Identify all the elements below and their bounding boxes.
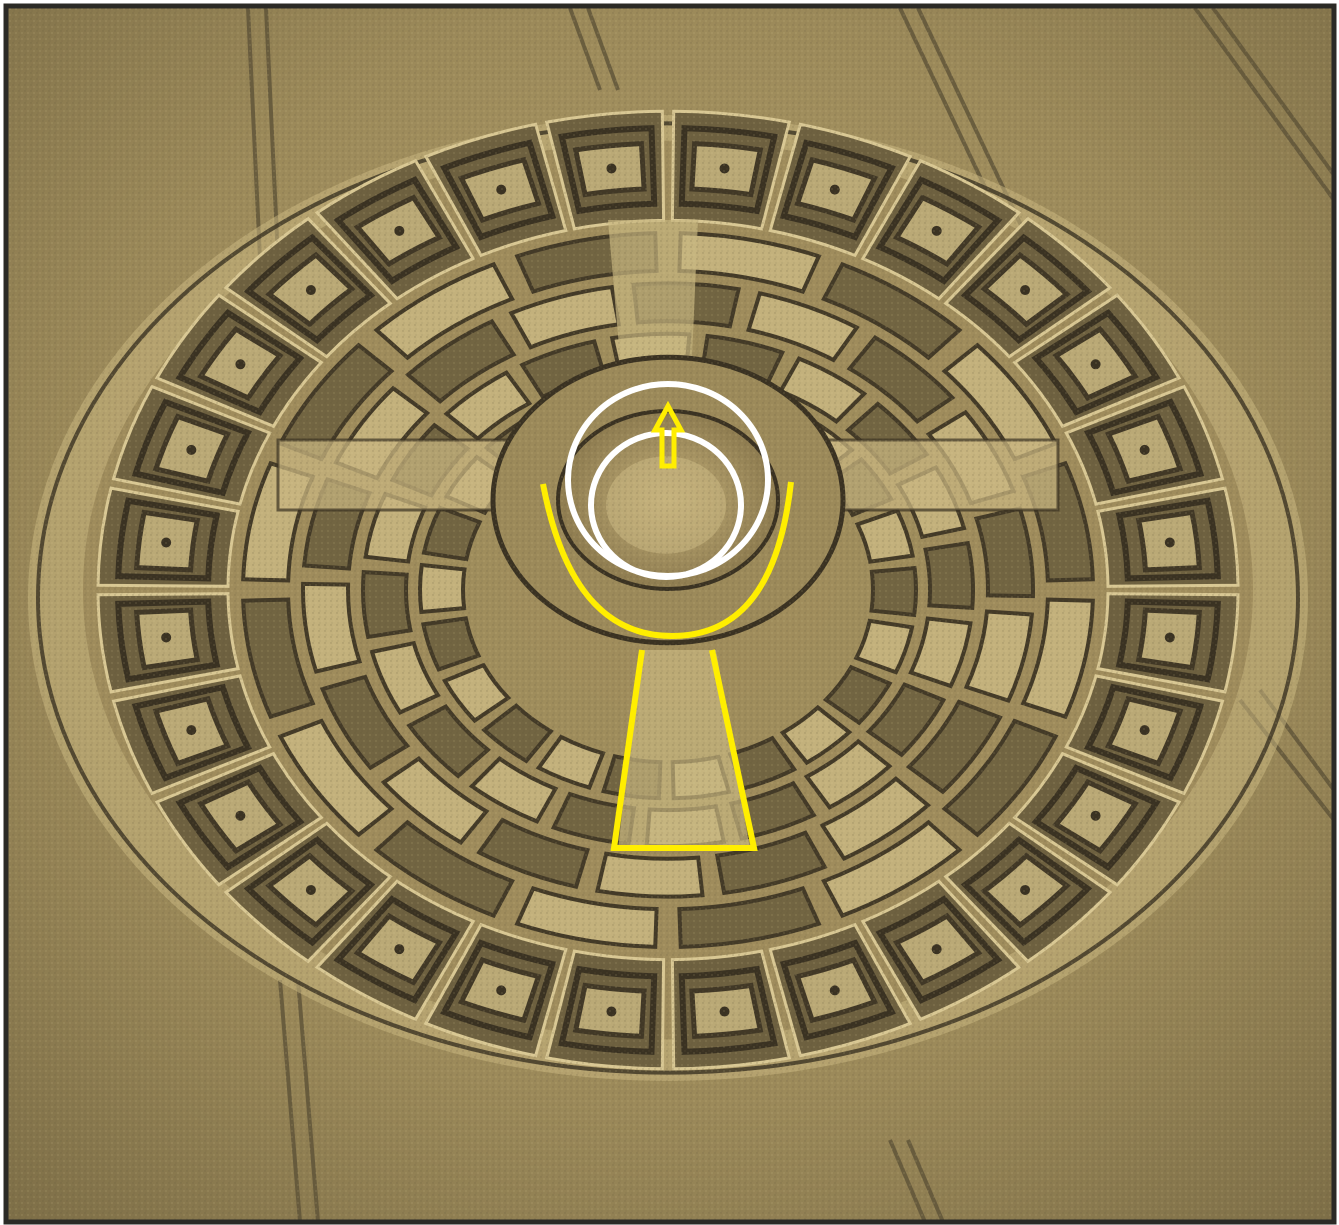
- u-curve: [540, 481, 794, 640]
- up-arrow: [650, 400, 686, 469]
- trapezoid: [610, 649, 758, 851]
- inner-white-circle: [588, 430, 744, 580]
- annotation-layer: [540, 381, 794, 851]
- photo-frame: [3, 3, 1337, 1225]
- grain-texture: [8, 8, 1334, 1222]
